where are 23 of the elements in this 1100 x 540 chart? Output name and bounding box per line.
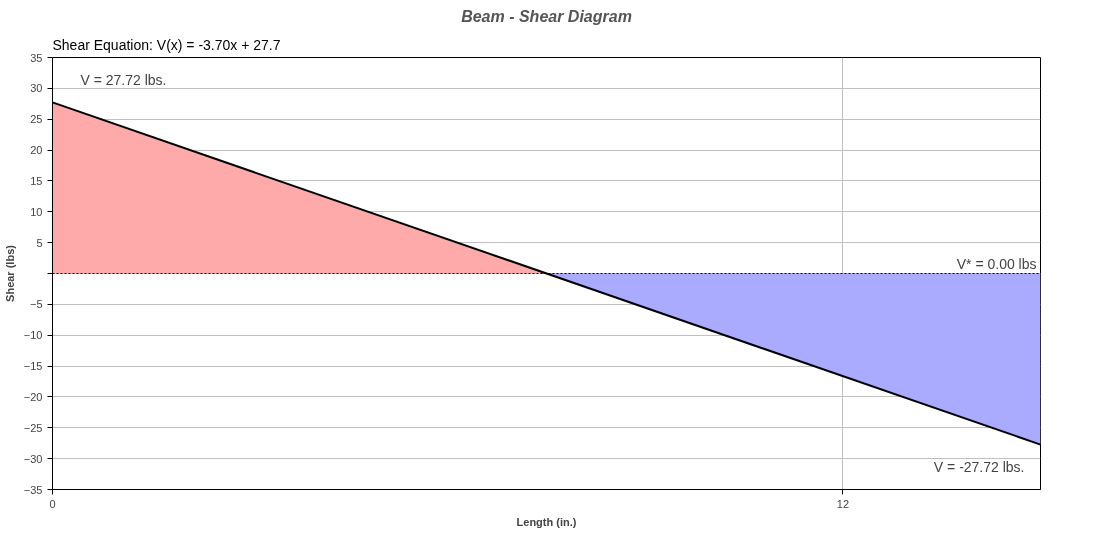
y-tick-label: −15 — [23, 360, 43, 373]
y-tick-label: −20 — [23, 390, 43, 403]
y-tick-label: −5 — [29, 298, 43, 311]
y-tick-label: −30 — [23, 452, 43, 465]
y-tick-label: 15 — [30, 174, 43, 187]
y-tick-label: 25 — [30, 113, 43, 126]
x-tick-label: 0 — [49, 497, 56, 510]
ref-line-label: V* = 0.00 lbs — [956, 255, 1037, 272]
x-tick-label: 12 — [836, 497, 850, 510]
y-tick-label: 20 — [30, 144, 43, 157]
y-tick-label: 30 — [30, 82, 43, 95]
y-axis-title: Shear (lbs) — [3, 244, 16, 302]
y-tick-label: −25 — [23, 421, 43, 434]
text: Shear Equation: V(x) = -3.70x + 27.7 — [52, 36, 281, 53]
y-tick-label: −10 — [23, 329, 43, 342]
x-axis-title: Length (in.) — [516, 515, 577, 528]
annotation: V = 27.72 lbs. — [80, 72, 167, 89]
y-tick-label: −35 — [23, 483, 43, 496]
y-tick-label: 5 — [36, 236, 43, 249]
y-tick-label: 35 — [30, 51, 43, 64]
chart-title: Beam - Shear Diagram — [461, 7, 632, 25]
annotation: V = -27.72 lbs. — [933, 458, 1025, 475]
y-tick-label: 10 — [30, 205, 43, 218]
